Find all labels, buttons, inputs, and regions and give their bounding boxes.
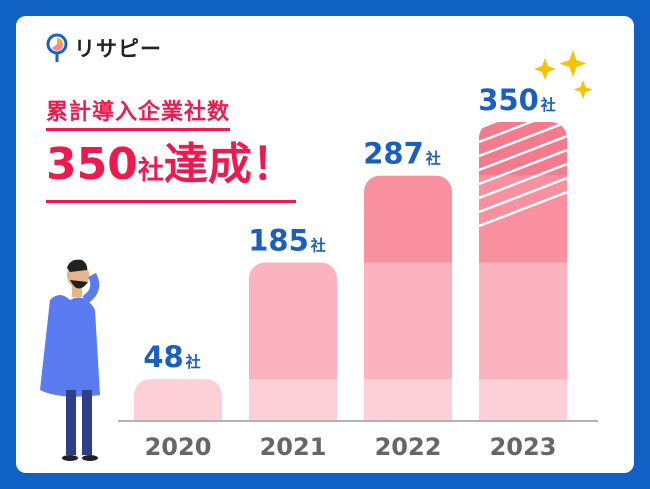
- headline-value: 350: [46, 139, 138, 190]
- value-label: 48 社: [143, 340, 200, 374]
- hatch-line: [479, 122, 567, 130]
- bar-segment: [249, 379, 337, 420]
- bar-segment: [479, 379, 567, 420]
- bar-segment: [134, 379, 222, 420]
- year-label: 2022: [375, 433, 442, 461]
- value-label: 185 社: [248, 223, 326, 257]
- bar-2022: 287 社 2022: [363, 137, 452, 461]
- bar-segment: [249, 262, 337, 380]
- hatch-line: [479, 176, 567, 214]
- value-label: 287 社: [363, 137, 441, 171]
- year-label: 2023: [490, 433, 557, 461]
- bar-segment: [364, 379, 452, 420]
- hatch-line: [479, 134, 567, 172]
- headline-suffix: 達成！: [163, 139, 296, 190]
- subtitle: 累計導入企業社数: [46, 94, 231, 131]
- hatch-line: [479, 190, 567, 228]
- year-label: 2020: [145, 433, 212, 461]
- bar-segment: [364, 262, 452, 380]
- bar-segment: [364, 175, 452, 263]
- logo-pin-icon: [46, 33, 68, 62]
- hatch-line: [479, 162, 567, 200]
- hatch-line: [479, 122, 567, 158]
- logo: リサピー: [46, 33, 162, 63]
- bar-segment: [479, 175, 567, 263]
- person-illustration: [40, 259, 100, 461]
- bar-2020: 48 社 2020: [134, 340, 222, 461]
- headline: 350社達成！: [46, 136, 296, 203]
- bar-segment: [479, 262, 567, 380]
- hatch-line: [479, 148, 567, 186]
- value-label: 350 社: [478, 83, 556, 117]
- logo-text: リサピー: [74, 37, 162, 61]
- year-label: 2021: [260, 433, 327, 461]
- hatch-line: [479, 122, 567, 144]
- bar-2023: 350 社 2023: [478, 83, 567, 461]
- headline-unit: 社: [137, 156, 164, 186]
- bar-2021: 185 社 2021: [248, 223, 337, 461]
- sparkle-icon: [534, 50, 593, 99]
